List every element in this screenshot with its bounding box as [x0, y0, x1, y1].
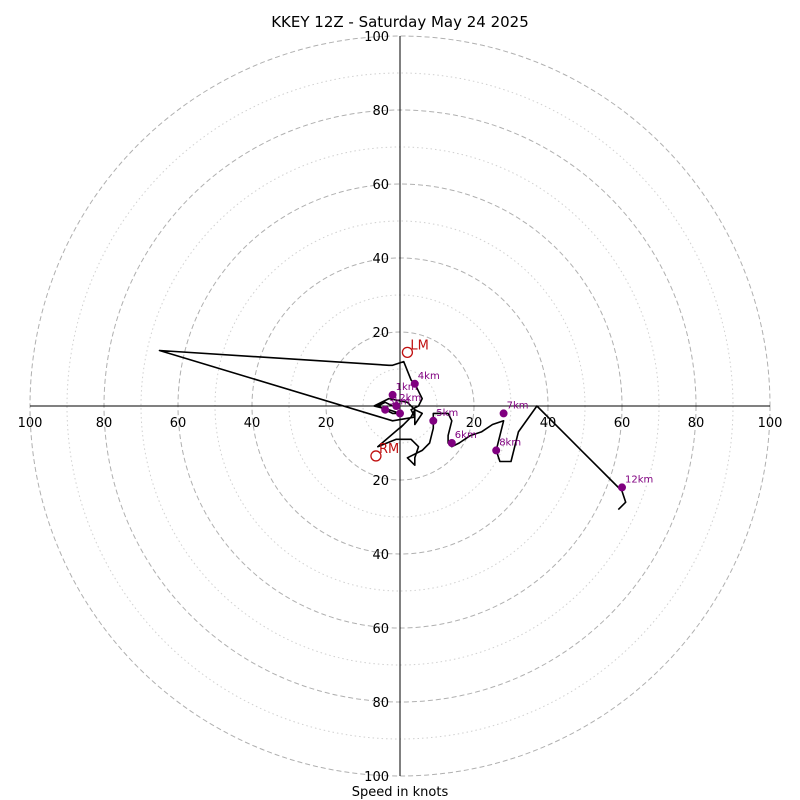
y-tick-label: 20 — [372, 474, 389, 489]
height-marker-dot — [410, 379, 419, 388]
x-tick-label: 60 — [170, 416, 187, 431]
x-tick-label: 80 — [96, 416, 113, 431]
y-tick-label: 100 — [364, 770, 389, 785]
height-marker-dot — [429, 416, 438, 425]
height-marker-dot — [618, 483, 626, 492]
height-marker-label: 2km — [399, 393, 421, 404]
height-marker-dot — [396, 409, 404, 418]
x-tick-label: 80 — [688, 416, 705, 431]
y-tick-label: 80 — [372, 104, 389, 119]
y-tick-label: 80 — [372, 696, 389, 711]
storm-motion-label: RM — [379, 442, 399, 457]
storm-motion-marker — [370, 450, 382, 462]
x-tick-label: 100 — [758, 416, 783, 431]
height-marker-label: 6km — [455, 430, 477, 441]
storm-motion-label: LM — [410, 338, 428, 353]
hodograph-trace-line — [158, 349, 627, 511]
height-marker-label: 8km — [499, 437, 521, 448]
chart-title: KKEY 12Z - Saturday May 24 2025 — [271, 13, 529, 31]
height-marker-label: 5km — [436, 408, 458, 419]
height-marker-label: 1km — [396, 382, 418, 393]
x-tick-label: 40 — [244, 416, 261, 431]
height-marker-label: 7km — [507, 400, 529, 411]
height-marker-dot — [499, 409, 508, 418]
y-tick-label: 40 — [372, 548, 389, 563]
y-tick-label: 40 — [372, 252, 389, 267]
height-marker-dot — [492, 446, 501, 455]
height-marker-dot — [447, 439, 456, 447]
x-tick-label: 20 — [318, 416, 335, 431]
height-marker-label: 4km — [418, 371, 440, 382]
storm-motion-marker — [401, 346, 414, 359]
height-marker-dot — [388, 390, 397, 399]
x-axis-label: Speed in knots — [352, 785, 449, 800]
height-marker-dot — [381, 405, 390, 414]
storm-motion-markers: LM RM — [370, 338, 429, 462]
y-tick-label: 60 — [372, 622, 389, 637]
y-tick-label: 60 — [372, 178, 389, 193]
x-tick-label: 20 — [466, 416, 483, 431]
height-marker-dot — [392, 402, 401, 410]
y-tick-label: 100 — [364, 30, 389, 45]
height-marker-label: 3km — [388, 397, 410, 408]
height-marker-label: 12km — [625, 474, 653, 485]
y-tick-label: 20 — [372, 326, 389, 341]
axis-tick-labels: 100 80 60 40 20 20 40 60 80 100 100 80 60 40 20 20 40 60 8… — [18, 30, 783, 785]
x-tick-label: 100 — [18, 416, 43, 431]
x-tick-label: 40 — [540, 416, 557, 431]
x-tick-label: 60 — [614, 416, 631, 431]
